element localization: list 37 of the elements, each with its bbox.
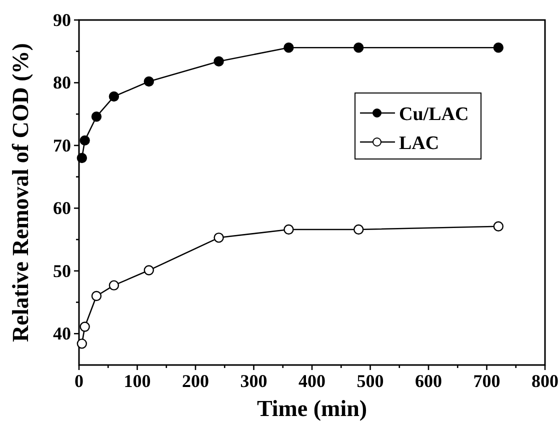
point	[214, 232, 224, 243]
legend-label: LAC	[399, 133, 440, 154]
point	[76, 152, 88, 164]
x-axis-title: Time (min)	[256, 396, 368, 421]
point	[144, 265, 154, 276]
x-tick-label: 700	[473, 371, 500, 391]
point	[493, 42, 504, 53]
point	[144, 76, 154, 87]
y-tick-label: 90	[53, 10, 71, 30]
point	[80, 135, 90, 146]
point	[108, 91, 120, 102]
point	[354, 42, 364, 53]
x-tick-label: 0	[74, 371, 84, 391]
point	[91, 112, 102, 122]
point	[493, 221, 504, 232]
x-tick-label: 100	[124, 371, 151, 391]
x-tick-label: 500	[356, 371, 384, 391]
point	[108, 280, 120, 290]
y-tick-label: 50	[53, 260, 71, 281]
point	[91, 290, 102, 302]
point	[214, 56, 224, 66]
point	[354, 224, 364, 235]
x-tick-label: 300	[240, 371, 268, 391]
y-tick-label: 60	[53, 198, 71, 218]
point	[284, 224, 294, 235]
x-tick-label: 200	[182, 371, 209, 391]
y-axis-title: Relative Removal of COD (%)	[8, 43, 33, 342]
x-tick-label: 400	[298, 371, 326, 391]
point	[76, 338, 88, 349]
point	[284, 42, 294, 53]
legend-label: Cu/LAC	[399, 104, 469, 125]
y-tick-label: 70	[53, 135, 71, 156]
y-tick-label: 80	[53, 72, 71, 93]
x-tick-label: 600	[415, 371, 442, 391]
y-tick-label: 40	[53, 324, 71, 344]
point	[80, 322, 90, 332]
x-tick-label: 800	[532, 371, 558, 391]
